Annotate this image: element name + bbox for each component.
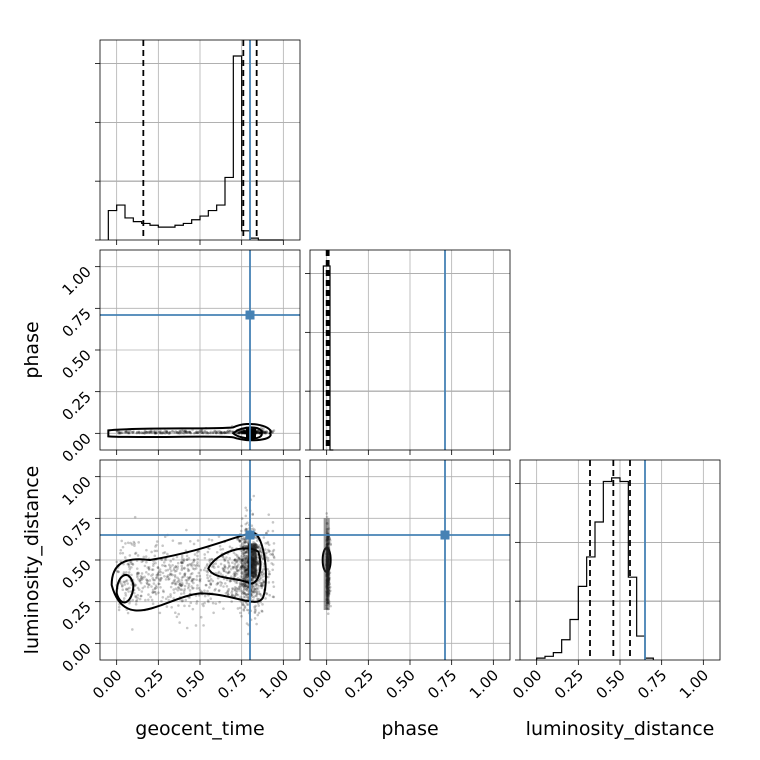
xlabel-luminosity-distance: luminosity_distance: [526, 718, 715, 740]
xtick-label-luminosity_distance-0: 0.00: [509, 666, 545, 702]
ytick-label-luminosity_distance-3: 0.75: [58, 514, 94, 550]
xlabel-geocent-time: geocent_time: [135, 718, 264, 740]
ytick-label-phase-4: 1.00: [58, 263, 94, 299]
ytick-label-phase-0: 0.00: [58, 429, 94, 465]
grid-layer: [100, 40, 720, 660]
ytick-label-luminosity_distance-1: 0.25: [58, 598, 94, 634]
truth-marker-geocent_time-luminosity_distance: [245, 530, 255, 540]
xtick-label-luminosity_distance-2: 0.50: [592, 666, 628, 702]
xtick-label-luminosity_distance-1: 0.25: [551, 666, 587, 702]
density-peak-geocent_time-luminosity_distance: [247, 543, 257, 577]
ytick-label-phase-1: 0.25: [58, 388, 94, 424]
xtick-label-geocent_time-2: 0.50: [172, 666, 208, 702]
xtick-label-geocent_time-3: 0.75: [214, 666, 250, 702]
ylabel-luminosity-distance: luminosity_distance: [21, 466, 43, 655]
xtick-label-luminosity_distance-4: 1.00: [676, 666, 712, 702]
ylabel-phase: phase: [21, 321, 43, 378]
xtick-label-luminosity_distance-3: 0.75: [634, 666, 670, 702]
contour-left-geocent_time-luminosity_distance: [115, 574, 135, 604]
contour-outer-geocent_time-phase: [107, 423, 272, 442]
chart-marks: [100, 40, 654, 660]
contour-inner-geocent_time-phase: [231, 426, 263, 440]
xtick-label-phase-1: 0.25: [341, 666, 377, 702]
density-band-phase-luminosity_distance: [323, 518, 330, 610]
xtick-label-geocent_time-1: 0.25: [131, 666, 167, 702]
sample-points: [115, 424, 332, 636]
xtick-label-phase-2: 0.50: [382, 666, 418, 702]
histogram-luminosity_distance: [536, 477, 654, 660]
contour-outer-geocent_time-luminosity_distance: [110, 531, 267, 612]
truth-marker-geocent_time-phase: [245, 310, 255, 320]
truth-marker-phase-luminosity_distance: [440, 530, 450, 540]
ytick-label-phase-3: 0.75: [58, 304, 94, 340]
xtick-label-geocent_time-4: 1.00: [256, 666, 292, 702]
xlabel-phase: phase: [381, 718, 438, 740]
contour-inner-geocent_time-luminosity_distance: [207, 547, 262, 585]
ytick-label-luminosity_distance-4: 1.00: [58, 473, 94, 509]
xtick-label-geocent_time-0: 0.00: [89, 666, 125, 702]
density-peak-geocent_time-phase: [246, 428, 256, 439]
panel-frames: 0.000.250.500.751.000.00 0.25 0.50 0.75 1.00…: [58, 39, 721, 702]
xtick-label-phase-0: 0.00: [299, 666, 335, 702]
axis-labels: geocent_time phase luminosity_distance p…: [21, 321, 714, 740]
ytick-label-luminosity_distance-0: 0.00: [58, 639, 94, 675]
ytick-label-phase-2: 0.50: [58, 346, 94, 382]
histogram-geocent_time: [107, 55, 284, 241]
xtick-label-phase-3: 0.75: [424, 666, 460, 702]
ytick-label-luminosity_distance-2: 0.50: [58, 556, 94, 592]
xtick-label-phase-4: 1.00: [466, 666, 502, 702]
